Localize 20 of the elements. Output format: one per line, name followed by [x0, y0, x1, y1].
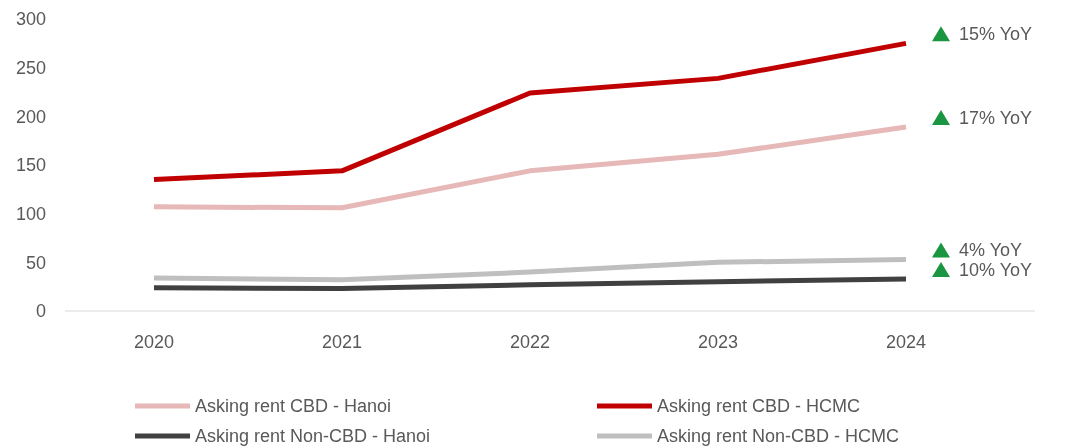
y-tick-label: 0 — [35, 301, 46, 322]
x-tick-label: 2021 — [321, 332, 363, 352]
legend-label: Asking rent CBD - Hanoi — [195, 396, 392, 417]
x-tick-label: 2024 — [885, 332, 927, 352]
y-tick-label: 50 — [25, 252, 46, 273]
y-tick-label: 300 — [15, 9, 46, 30]
y-tick-label: 250 — [15, 57, 46, 78]
x-tick-label: 2022 — [509, 332, 551, 352]
legend-label: Asking rent CBD - HCMC — [657, 396, 861, 417]
annotation: 10% YoY — [959, 259, 1033, 280]
annotation: 17% YoY — [959, 108, 1033, 129]
legend-label: Asking rent Non-CBD - HCMC — [657, 426, 900, 447]
annotation: 4% YoY — [959, 240, 1023, 261]
x-tick-label: 2020 — [133, 332, 175, 352]
y-tick-label: 200 — [15, 106, 46, 127]
y-tick-label: 150 — [15, 155, 46, 176]
x-tick-label: 2023 — [697, 332, 739, 352]
y-tick-label: 100 — [15, 203, 46, 224]
annotation: 15% YoY — [959, 24, 1033, 45]
legend-label: Asking rent Non-CBD - Hanoi — [195, 426, 431, 447]
